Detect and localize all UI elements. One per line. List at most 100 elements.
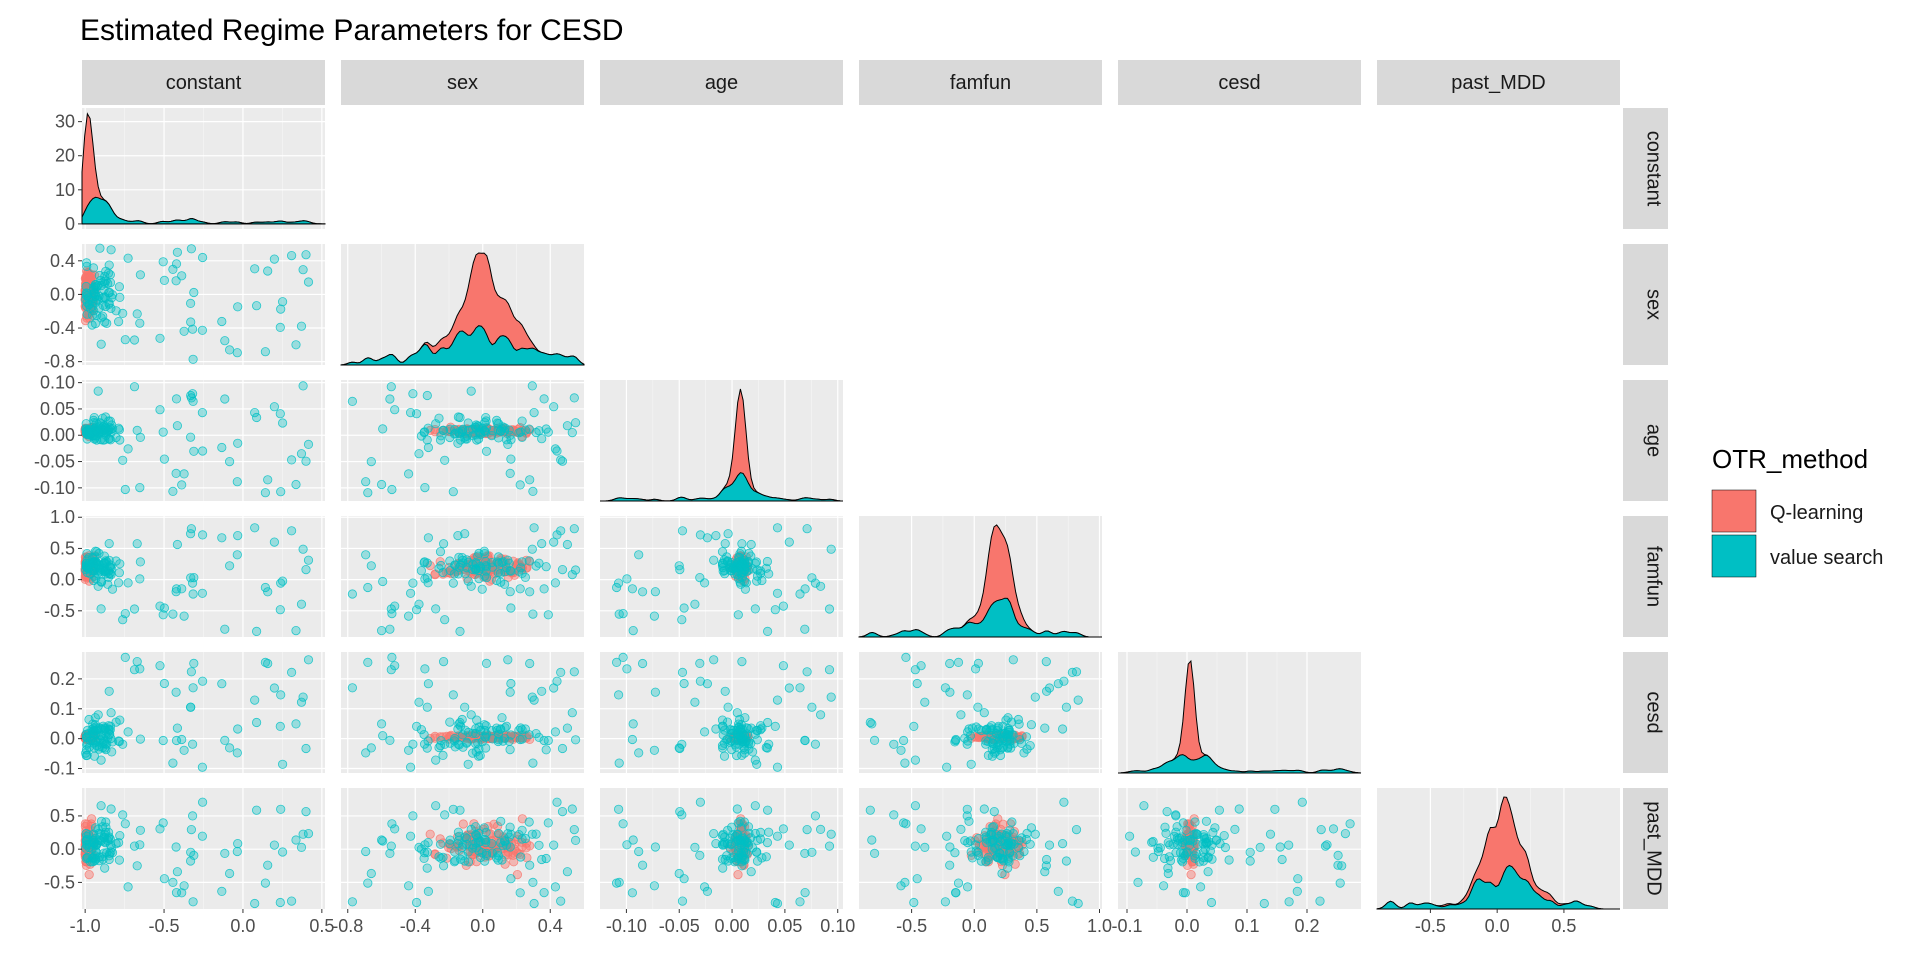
point-value-search <box>87 320 97 330</box>
point-value-search <box>435 839 446 849</box>
point-value-search <box>627 734 638 745</box>
point-value-search <box>286 667 297 678</box>
point-value-search <box>155 601 165 611</box>
point-value-search <box>458 555 468 565</box>
point-value-search <box>155 333 165 343</box>
point-value-search <box>189 287 199 298</box>
point-value-search <box>1125 831 1135 841</box>
point-value-search <box>989 806 999 817</box>
point-value-search <box>1201 816 1212 826</box>
point-value-search <box>732 804 742 814</box>
point-value-search <box>81 562 92 572</box>
point-value-search <box>567 569 577 580</box>
point-value-search <box>96 801 106 811</box>
point-value-search <box>414 449 424 459</box>
strip-row-label-famfun: famfun <box>1643 546 1665 607</box>
point-value-search <box>1073 695 1083 705</box>
point-value-search <box>1008 655 1018 665</box>
point-value-search <box>1019 748 1029 758</box>
point-value-search <box>378 836 388 846</box>
point-value-search <box>695 658 705 669</box>
point-value-search <box>675 806 685 817</box>
point-value-search <box>225 868 235 879</box>
strip-row-past_MDD <box>1623 788 1668 909</box>
point-value-search <box>197 325 207 335</box>
point-value-search <box>114 316 124 327</box>
point-value-search <box>865 805 875 815</box>
point-value-search <box>531 829 541 839</box>
tick-label-x-constant: -1.0 <box>70 916 101 936</box>
point-value-search <box>910 755 921 765</box>
point-value-search <box>286 896 297 906</box>
point-value-search <box>96 755 106 765</box>
point-value-search <box>168 877 178 888</box>
strip-row-constant <box>1623 108 1668 229</box>
point-value-search <box>1284 840 1294 850</box>
point-value-search <box>1328 824 1339 834</box>
point-value-search <box>135 574 145 584</box>
tick-label-y-age: -0.05 <box>34 452 75 472</box>
strip-row-cesd <box>1623 652 1668 773</box>
point-value-search <box>675 743 685 754</box>
point-value-search <box>1058 838 1068 849</box>
point-value-search <box>1007 817 1017 827</box>
point-value-search <box>188 897 198 907</box>
point-value-search <box>458 851 468 861</box>
point-value-search <box>159 678 169 689</box>
point-value-search <box>525 658 535 669</box>
point-value-search <box>1030 692 1040 702</box>
point-value-search <box>562 539 573 550</box>
point-value-search <box>962 811 972 821</box>
tick-label-x-famfun: 0.5 <box>1024 916 1049 936</box>
point-value-search <box>405 407 416 418</box>
point-value-search <box>347 396 357 406</box>
point-value-search <box>93 386 103 396</box>
point-value-search <box>462 738 472 748</box>
point-value-search <box>514 829 524 840</box>
point-value-search <box>440 615 450 625</box>
point-value-search <box>730 740 740 750</box>
point-value-search <box>106 804 116 814</box>
point-value-search <box>826 829 836 839</box>
point-value-search <box>472 435 482 445</box>
point-value-search <box>514 566 524 576</box>
point-value-search <box>363 488 373 498</box>
point-value-search <box>81 424 92 434</box>
point-value-search <box>1199 829 1209 840</box>
tick-label-x-famfun: 1.0 <box>1087 916 1112 936</box>
point-value-search <box>123 882 133 892</box>
point-value-search <box>514 725 524 735</box>
point-value-search <box>91 841 101 851</box>
tick-label-y-past_MDD: -0.5 <box>44 872 75 892</box>
point-value-search <box>172 247 182 257</box>
point-value-search <box>569 393 579 403</box>
point-q-learning <box>425 829 435 839</box>
point-value-search <box>408 811 418 821</box>
point-value-search <box>1335 878 1345 888</box>
point-value-search <box>963 736 973 746</box>
point-value-search <box>480 571 490 581</box>
point-value-search <box>1162 806 1172 817</box>
point-value-search <box>411 721 422 732</box>
point-value-search <box>865 717 875 728</box>
point-value-search <box>186 524 196 534</box>
point-value-search <box>188 589 198 599</box>
point-value-search <box>732 566 742 576</box>
point-value-search <box>286 251 297 261</box>
point-value-search <box>403 611 414 621</box>
point-value-search <box>778 824 789 834</box>
point-value-search <box>123 578 133 588</box>
point-value-search <box>225 456 235 467</box>
point-value-search <box>220 848 230 859</box>
point-value-search <box>543 818 553 828</box>
strip-col-past_MDD <box>1377 60 1620 105</box>
point-value-search <box>493 828 504 839</box>
point-value-search <box>440 810 450 820</box>
point-value-search <box>118 810 128 820</box>
point-value-search <box>556 896 566 906</box>
point-value-search <box>277 418 288 428</box>
point-value-search <box>90 433 100 443</box>
point-value-search <box>217 886 227 897</box>
point-value-search <box>114 578 124 588</box>
point-value-search <box>423 886 433 897</box>
